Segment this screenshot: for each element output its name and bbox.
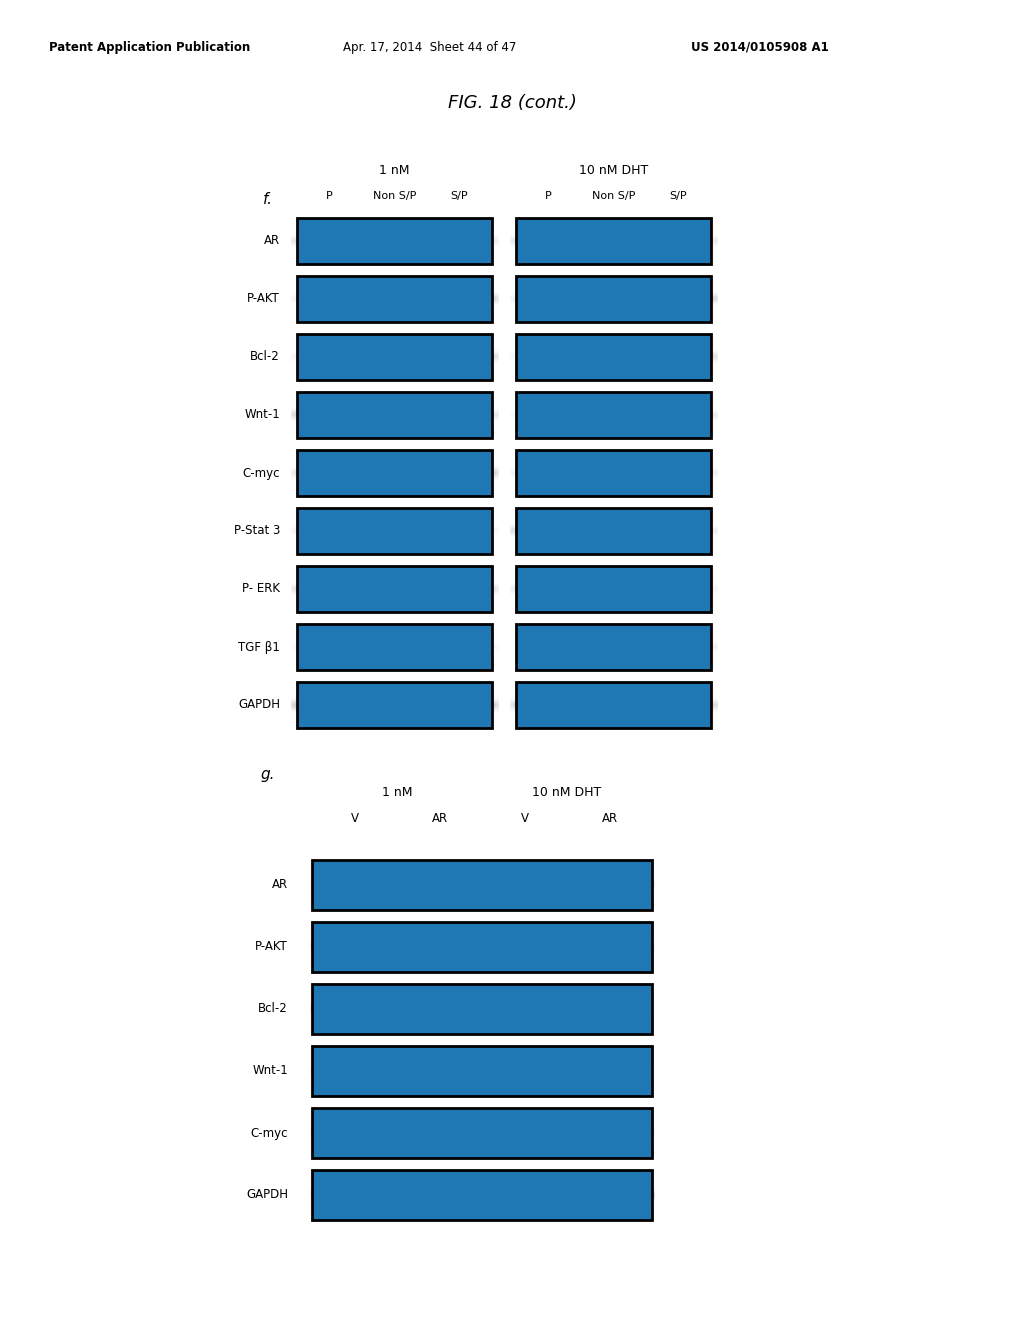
Text: Non S/P: Non S/P <box>592 191 635 201</box>
Text: AR: AR <box>272 879 288 891</box>
Bar <box>516 508 711 554</box>
Text: Apr. 17, 2014  Sheet 44 of 47: Apr. 17, 2014 Sheet 44 of 47 <box>343 41 517 54</box>
Text: Non S/P: Non S/P <box>373 191 416 201</box>
Text: g.: g. <box>261 767 275 783</box>
Bar <box>297 682 492 729</box>
Bar <box>297 276 492 322</box>
Text: GAPDH: GAPDH <box>246 1188 288 1201</box>
Text: P: P <box>545 191 552 201</box>
Bar <box>516 334 711 380</box>
Text: S/P: S/P <box>670 191 687 201</box>
Bar <box>297 218 492 264</box>
Bar <box>516 276 711 322</box>
Text: P- ERK: P- ERK <box>242 582 280 595</box>
Bar <box>297 566 492 612</box>
Text: S/P: S/P <box>451 191 468 201</box>
Bar <box>516 392 711 438</box>
Text: V: V <box>520 812 528 825</box>
Text: C-myc: C-myc <box>243 466 280 479</box>
Text: P-AKT: P-AKT <box>247 293 280 305</box>
Text: 10 nM DHT: 10 nM DHT <box>579 164 648 177</box>
Bar <box>516 624 711 671</box>
Text: GAPDH: GAPDH <box>238 698 280 711</box>
Bar <box>312 1045 652 1096</box>
Bar <box>312 1107 652 1158</box>
Text: TGF β1: TGF β1 <box>239 640 280 653</box>
Text: Wnt-1: Wnt-1 <box>245 408 280 421</box>
Bar <box>312 861 652 909</box>
Bar <box>297 624 492 671</box>
Text: FIG. 18 (cont.): FIG. 18 (cont.) <box>447 94 577 112</box>
Text: AR: AR <box>264 235 280 248</box>
Bar <box>297 508 492 554</box>
Text: Bcl-2: Bcl-2 <box>258 1002 288 1015</box>
Bar <box>312 921 652 972</box>
Bar <box>297 334 492 380</box>
Text: C-myc: C-myc <box>251 1126 288 1139</box>
Text: AR: AR <box>431 812 447 825</box>
Text: P-Stat 3: P-Stat 3 <box>233 524 280 537</box>
Text: P-AKT: P-AKT <box>255 940 288 953</box>
Text: Wnt-1: Wnt-1 <box>252 1064 288 1077</box>
Text: 1 nM: 1 nM <box>379 164 410 177</box>
Text: f.: f. <box>263 193 273 207</box>
Text: Patent Application Publication: Patent Application Publication <box>49 41 251 54</box>
Bar <box>297 392 492 438</box>
Bar <box>312 1170 652 1220</box>
Bar <box>516 450 711 496</box>
Bar <box>516 218 711 264</box>
Bar <box>516 682 711 729</box>
Text: AR: AR <box>601 812 617 825</box>
Text: US 2014/0105908 A1: US 2014/0105908 A1 <box>691 41 828 54</box>
Text: P: P <box>326 191 333 201</box>
Bar <box>297 450 492 496</box>
Text: V: V <box>350 812 358 825</box>
Bar <box>516 566 711 612</box>
Bar <box>312 983 652 1034</box>
Text: 1 nM: 1 nM <box>382 787 413 800</box>
Text: 10 nM DHT: 10 nM DHT <box>532 787 602 800</box>
Text: Bcl-2: Bcl-2 <box>250 351 280 363</box>
